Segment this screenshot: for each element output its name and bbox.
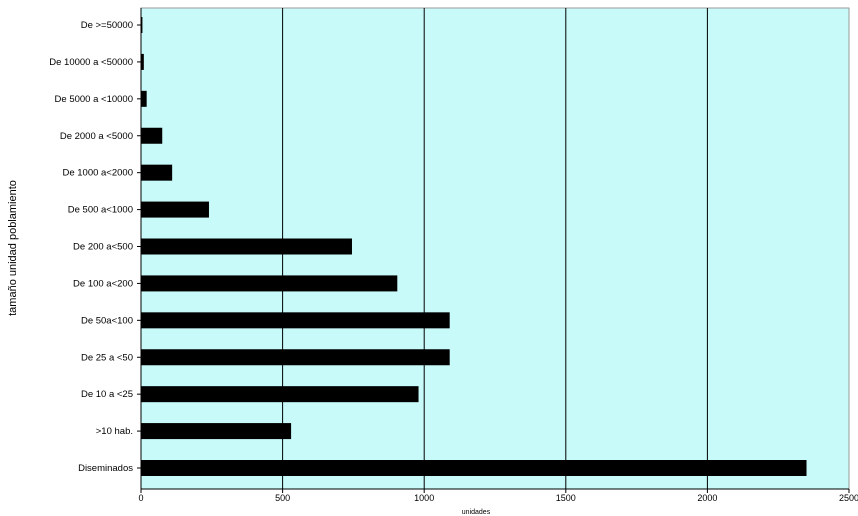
y-axis-title: tamaño unidad poblamiento bbox=[7, 180, 19, 316]
x-tick-label: 1000 bbox=[414, 493, 434, 503]
category-label: De 10 a <25 bbox=[81, 389, 133, 400]
bar bbox=[141, 201, 209, 218]
x-tick-label: 2500 bbox=[839, 493, 858, 503]
bar bbox=[141, 164, 173, 181]
category-label: De 10000 a <50000 bbox=[49, 57, 133, 68]
category-label: De 2000 a <5000 bbox=[60, 131, 133, 142]
category-label: De 5000 a <10000 bbox=[55, 94, 133, 105]
bar bbox=[141, 386, 419, 403]
bar bbox=[141, 53, 144, 70]
bar bbox=[141, 17, 143, 33]
x-tick-label: 1500 bbox=[556, 493, 576, 503]
category-label: De 500 a<1000 bbox=[68, 205, 133, 216]
category-label: De 25 a <50 bbox=[81, 352, 133, 363]
category-label: De 1000 a<2000 bbox=[62, 168, 133, 179]
x-tick-labels: 0 500 1000 1500 2000 2500 bbox=[138, 489, 858, 503]
bar bbox=[141, 127, 163, 144]
bar bbox=[141, 423, 292, 440]
category-label: De 100 a<200 bbox=[73, 278, 133, 289]
bar bbox=[141, 275, 398, 292]
bar bbox=[141, 460, 807, 476]
category-label: De 200 a<500 bbox=[73, 242, 133, 253]
category-label: De 50a<100 bbox=[81, 315, 133, 326]
bar bbox=[141, 349, 450, 366]
category-label: Diseminados bbox=[78, 463, 133, 474]
bar bbox=[141, 238, 352, 255]
bars bbox=[141, 17, 807, 476]
x-axis-title: unidades bbox=[462, 509, 491, 516]
bar bbox=[141, 90, 147, 107]
category-label: >10 hab. bbox=[96, 426, 133, 437]
category-label: De >=50000 bbox=[81, 20, 133, 31]
x-tick-label: 500 bbox=[275, 493, 290, 503]
x-tick-label: 2000 bbox=[697, 493, 717, 503]
x-tick-label: 0 bbox=[138, 493, 143, 503]
category-labels: De >=50000 De 10000 a <50000 De 5000 a <10… bbox=[49, 20, 141, 474]
bar bbox=[141, 312, 450, 329]
